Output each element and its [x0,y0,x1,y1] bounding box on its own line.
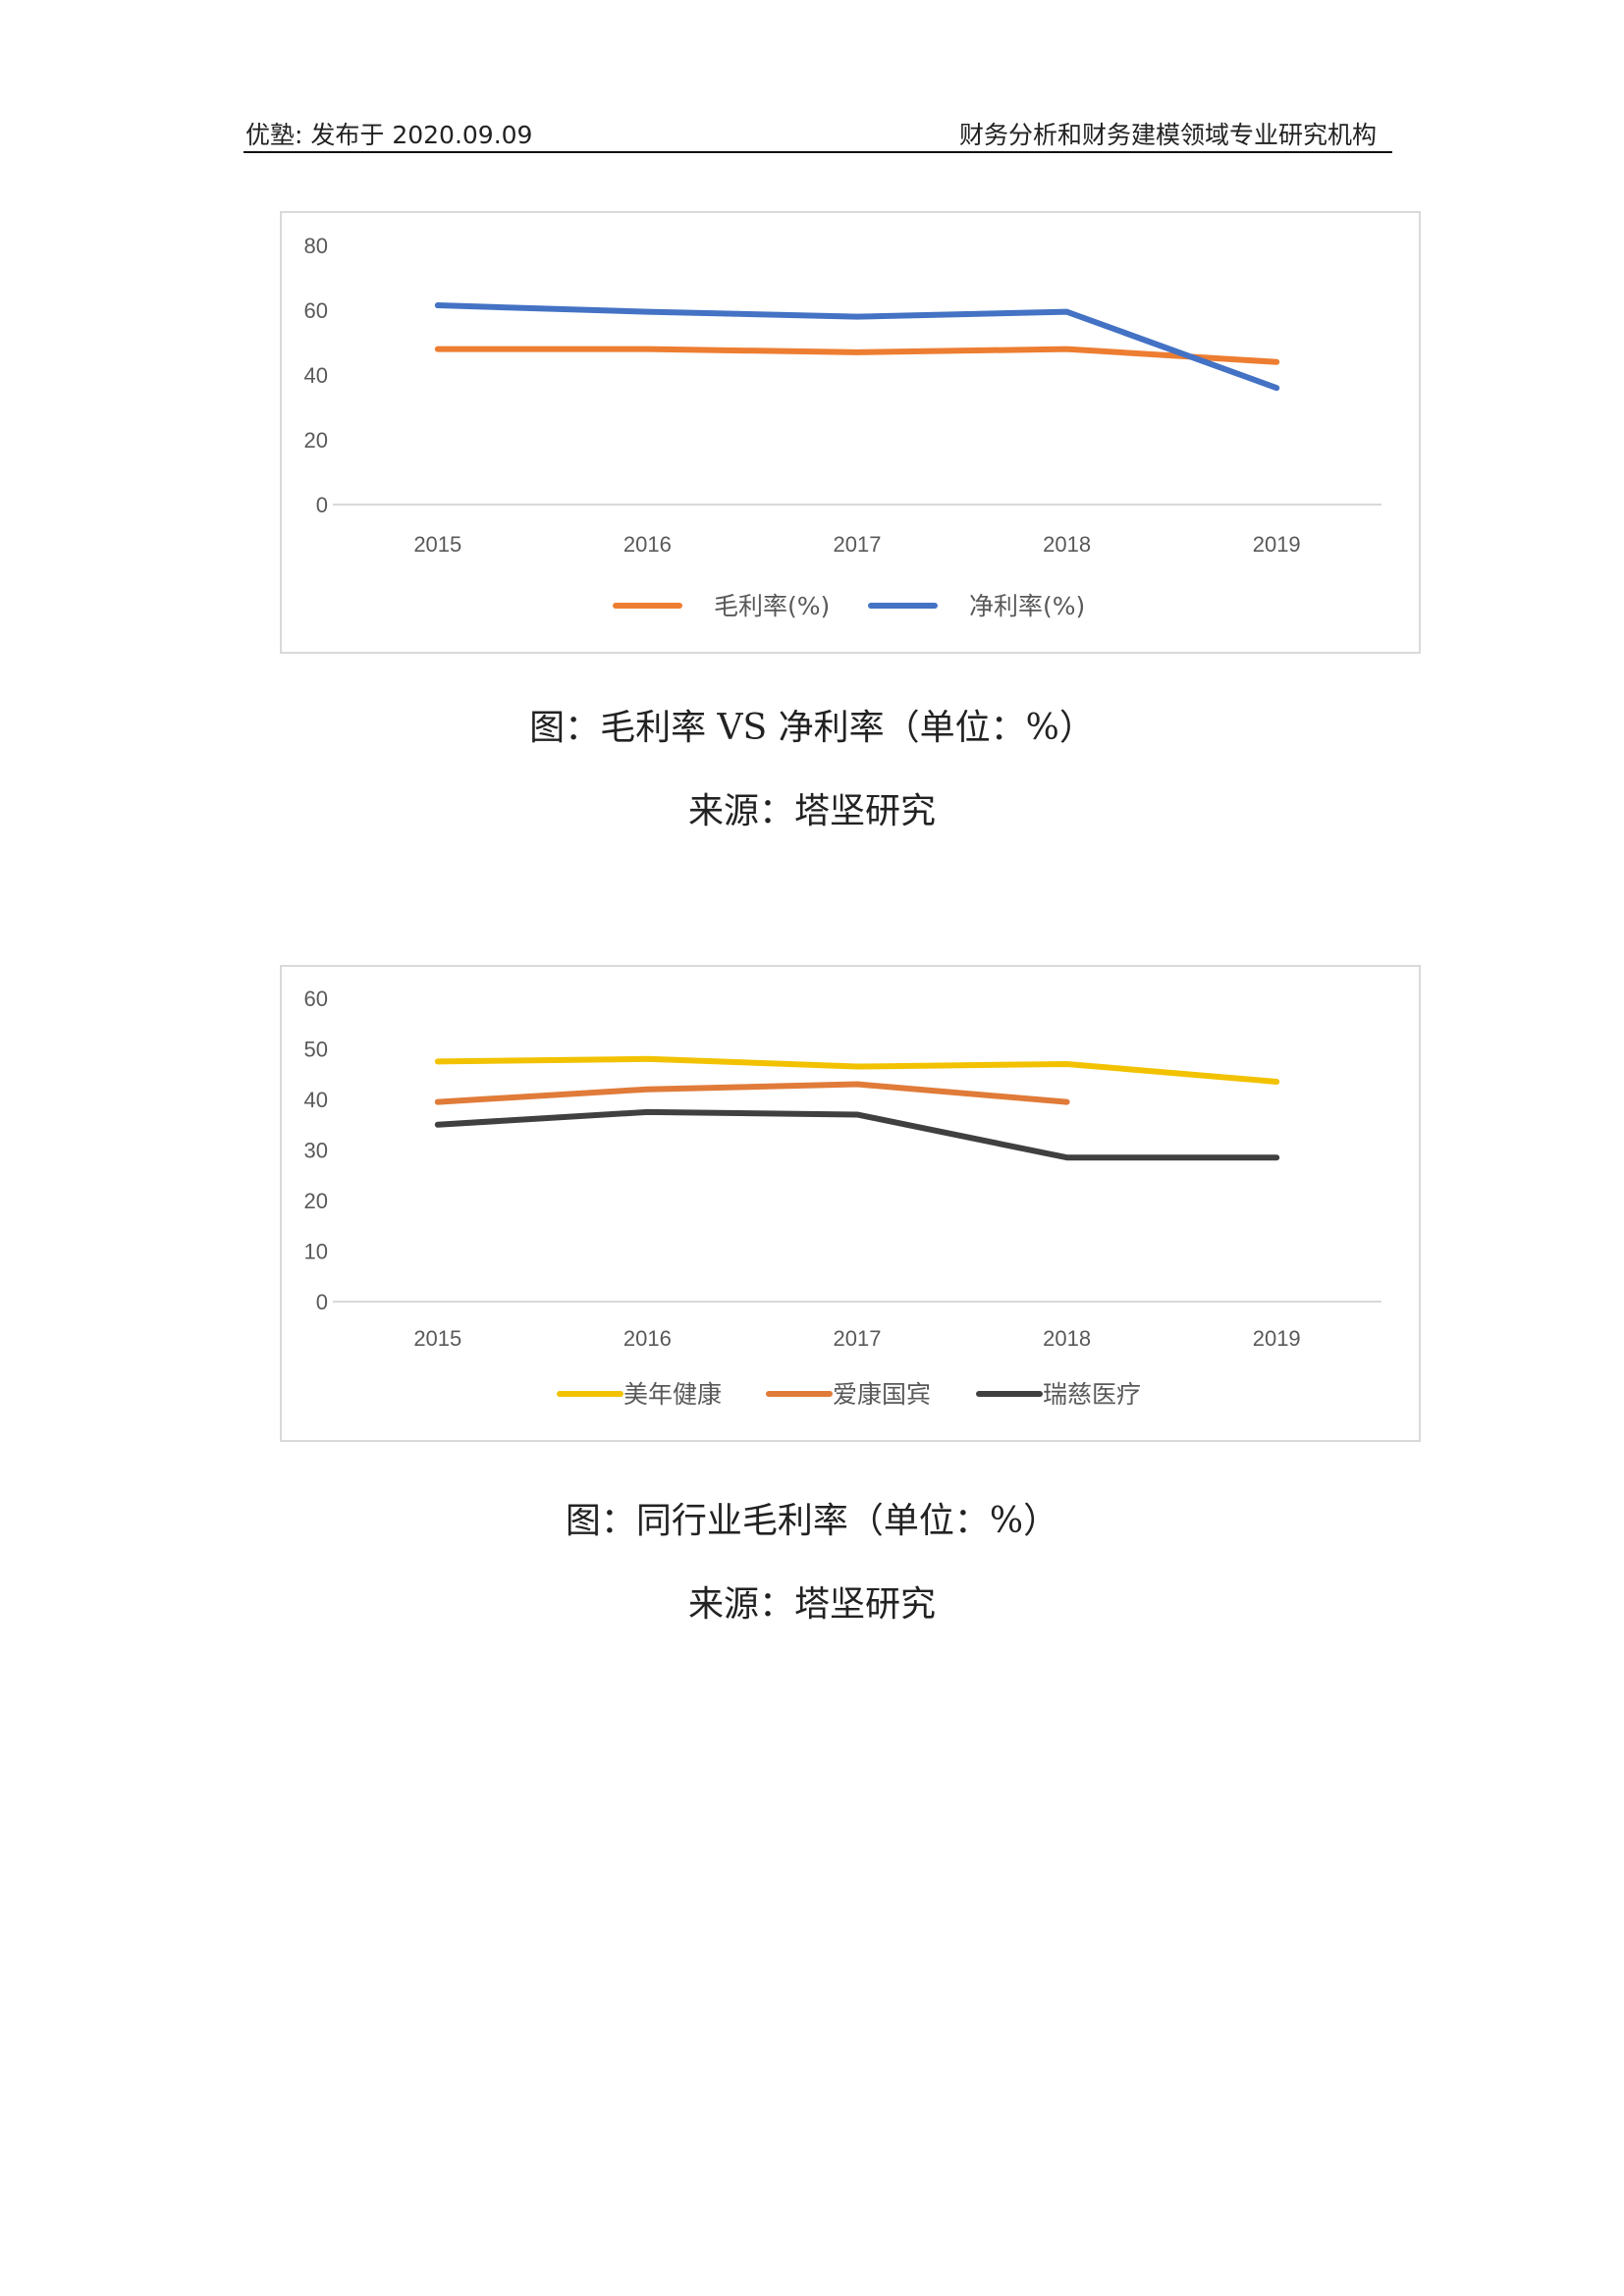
y-tick-label: 10 [304,1240,328,1264]
x-tick-label: 2019 [1253,1326,1301,1351]
legend-label: 瑞慈医疗 [1043,1380,1141,1409]
figure-source-2: 来源：塔坚研究 [687,1584,936,1625]
legend-label: 净利率(%) [969,592,1085,620]
y-tick-label: 60 [304,298,328,323]
series-line-3 [434,1108,1280,1161]
legend-label: 爱康国宾 [833,1380,931,1409]
x-tick-label: 2018 [1043,532,1091,557]
y-tick-label: 0 [316,1290,328,1314]
y-tick-label: 0 [316,493,328,517]
header-org-tagline: 财务分析和财务建模领域专业研究机构 [958,121,1377,149]
y-tick-label: 20 [304,1189,328,1213]
header-publish-info: 优塾: 发布于 2020.09.09 [245,121,533,149]
y-tick-label: 40 [304,363,328,388]
series-line-2 [434,1081,1070,1105]
x-tick-label: 2017 [834,1326,882,1351]
chart-margin-comparison: 0 20 40 60 80 2015 2016 2017 2018 2019 毛利率(%) 净利率(%… [280,211,1421,654]
figure-source-1: 来源：塔坚研究 [687,791,936,831]
series-line-1 [434,1055,1280,1085]
y-tick-label: 20 [304,428,328,453]
x-tick-label: 2019 [1253,532,1301,557]
x-tick-label: 2016 [623,1326,672,1351]
chart-margin-comparison-svg: 0 20 40 60 80 2015 2016 2017 2018 2019 毛利率(%) 净利率(%… [304,234,1381,620]
legend-label: 毛利率(%) [714,592,830,620]
x-tick-label: 2015 [413,1326,461,1351]
legend-label: 美年健康 [623,1380,722,1409]
x-tick-label: 2015 [413,532,461,557]
chart-peer-gross-margin-svg: 0 10 20 30 40 50 60 2015 2016 2017 2018 2019 美年健康 爱康国… [304,987,1381,1409]
y-tick-label: 60 [304,987,328,1011]
series-line-1 [434,346,1280,365]
chart-peer-gross-margin: 0 10 20 30 40 50 60 2015 2016 2017 2018 2019 美年健康 爱康国… [280,965,1421,1442]
x-tick-label: 2018 [1043,1326,1091,1351]
y-tick-label: 50 [304,1038,328,1062]
figure-caption-2: 图：同行业毛利率（单位：%） [565,1501,1059,1541]
y-tick-label: 30 [304,1139,328,1163]
y-tick-label: 40 [304,1088,328,1112]
figure-caption-1: 图：毛利率 VS 净利率（单位：%） [529,708,1095,748]
x-tick-label: 2017 [834,532,882,557]
header-divider [244,151,1392,153]
y-tick-label: 80 [304,234,328,258]
x-tick-label: 2016 [623,532,672,557]
